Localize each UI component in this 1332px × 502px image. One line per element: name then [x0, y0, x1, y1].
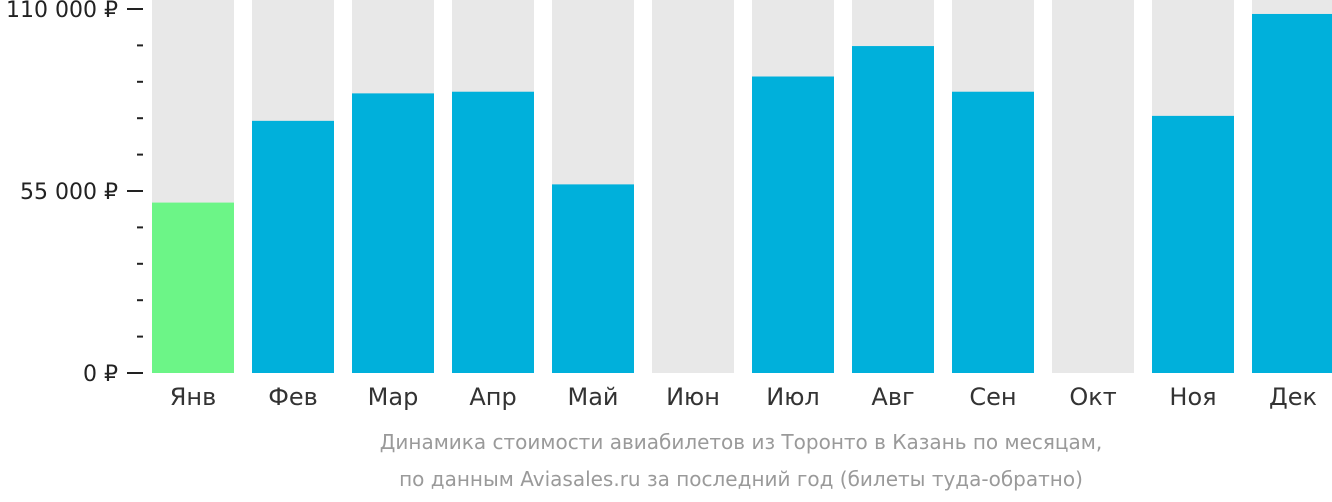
x-tick-label: Июл [766, 383, 820, 411]
y-tick-label: 110 000 ₽ [6, 0, 118, 23]
bar-background [1052, 0, 1134, 373]
bar-background [652, 0, 734, 373]
x-tick-label: Ноя [1169, 383, 1216, 411]
y-tick-label: 55 000 ₽ [20, 180, 118, 205]
bar-12 [1252, 13, 1332, 374]
bar-11 [1152, 115, 1234, 373]
bar-7 [752, 76, 834, 373]
x-tick-label: Окт [1069, 383, 1116, 411]
bar-5 [552, 184, 634, 373]
bar-3 [352, 93, 434, 373]
x-tick-label: Сен [969, 383, 1016, 411]
x-tick-label: Май [567, 383, 618, 411]
bar-8 [852, 46, 934, 373]
x-tick-label: Мар [368, 383, 419, 411]
bar-9 [952, 91, 1034, 374]
x-tick-label: Янв [170, 383, 217, 411]
x-tick-label: Авг [871, 383, 914, 411]
bar-4 [452, 91, 534, 374]
chart-caption-line1: Динамика стоимости авиабилетов из Торонт… [379, 430, 1103, 454]
chart-caption-line2: по данным Aviasales.ru за последний год … [399, 467, 1083, 491]
price-chart: 0 ₽ 55 000 ₽ 110 000 ₽ Янв Фев Мар Апр Май Июн Ию… [6, 0, 1332, 411]
bar-1 [152, 202, 234, 373]
bar-2 [252, 120, 334, 373]
x-tick-label: Июн [666, 383, 720, 411]
x-tick-label: Фев [268, 383, 318, 411]
y-tick-label: 0 ₽ [83, 362, 118, 387]
x-tick-label: Апр [469, 383, 516, 411]
x-tick-label: Дек [1269, 383, 1317, 411]
